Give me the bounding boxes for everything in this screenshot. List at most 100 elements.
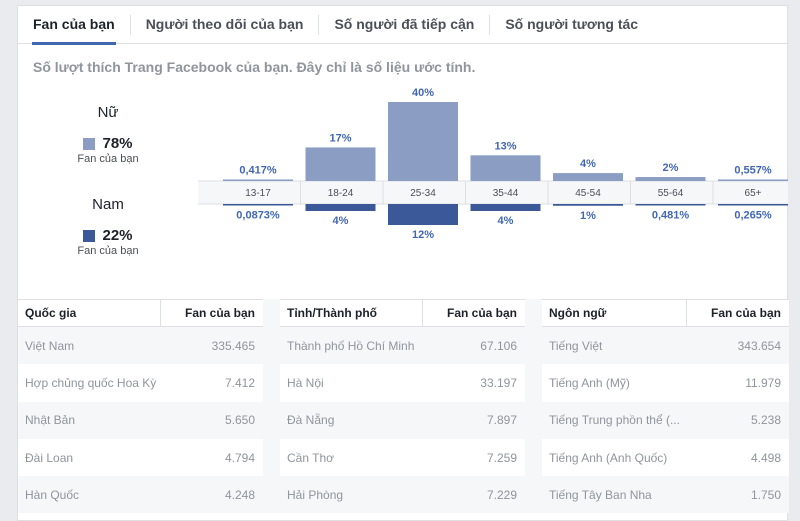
gender-male-percent: 22% [102, 227, 133, 244]
row-value: 33.197 [480, 375, 517, 390]
female-bar [223, 179, 293, 181]
female-bar-label: 0,557% [734, 165, 772, 177]
row-name: Cần Thơ [287, 450, 335, 465]
column-header-name[interactable]: Tỉnh/Thành phố [280, 300, 423, 326]
table-gap [263, 299, 280, 514]
male-bar-label: 4% [333, 215, 349, 227]
tab-divider [489, 14, 491, 35]
row-name: Hàn Quốc [25, 487, 80, 502]
table-row: Tiếng Trung phồn thể (... 5.238 [542, 401, 789, 439]
breakdown-table: Quốc gia Fan của bạn Việt Nam 335.465 Hợp ch… [18, 299, 263, 514]
table-row: Nhật Bản 5.650 [18, 401, 263, 439]
table-header: Tỉnh/Thành phố Fan của bạn [280, 299, 525, 327]
fans-panel: Fan của bạn Người theo dõi của bạn Số ng… [17, 5, 789, 521]
row-name: Tiếng Tây Ban Nha [549, 487, 652, 502]
row-name: Tiếng Việt [549, 338, 603, 353]
gender-male-caption: Fan của bạn [77, 245, 139, 257]
gender-female-label: Nữ [97, 104, 119, 121]
column-header-fans[interactable]: Fan của bạn [184, 306, 255, 320]
table-row: Tiếng Tây Ban Nha 1.750 [542, 476, 789, 514]
row-value: 7.229 [486, 487, 517, 502]
table-row: Tiếng Anh (Mỹ) 11.979 [542, 364, 789, 401]
tab-your-fans[interactable]: Fan của bạn [18, 6, 130, 45]
breakdown-tables: Quốc gia Fan của bạn Việt Nam 335.465 Hợp ch… [18, 299, 789, 514]
column-header-name[interactable]: Quốc gia [18, 300, 161, 326]
table-row: Hà Nội 33.197 [280, 364, 525, 401]
female-bar [388, 102, 458, 181]
row-name: Tiếng Anh (Mỹ) [549, 375, 630, 390]
table-body: Việt Nam 335.465 Hợp chủng quốc Hoa Kỳ 7.41… [18, 327, 263, 514]
row-value: 7.412 [224, 375, 255, 390]
table-row: Việt Nam 335.465 [18, 327, 263, 365]
male-bar [553, 204, 623, 206]
row-name: Thành phố Hồ Chí Minh [287, 338, 415, 353]
row-name: Nhật Bản [25, 413, 76, 428]
gender-female: Nữ 78% Fan của bạn [48, 104, 168, 165]
table-body: Thành phố Hồ Chí Minh 67.106 Hà Nội 33.197 Đ… [280, 327, 525, 514]
male-bar-label: 0,481% [652, 210, 690, 222]
male-swatch [83, 229, 96, 242]
tab-divider [318, 14, 320, 35]
row-name: Đà Nẵng [287, 413, 335, 428]
column-header-fans[interactable]: Fan của bạn [710, 306, 781, 320]
age-axis-band [198, 181, 788, 204]
table-row: Thành phố Hồ Chí Minh 67.106 [280, 327, 525, 365]
male-bar-label: 0,265% [734, 210, 772, 222]
row-value: 1.750 [750, 487, 781, 502]
tab-divider [129, 14, 131, 35]
page-subtitle: Số lượt thích Trang Facebook của bạn. Đâ… [33, 59, 476, 75]
row-value: 4.248 [224, 487, 255, 502]
female-bar [718, 179, 788, 181]
row-value: 11.979 [745, 375, 781, 390]
female-bar-label: 17% [329, 132, 351, 144]
female-swatch [83, 137, 96, 150]
tab-your-followers[interactable]: Người theo dõi của bạn [145, 15, 304, 32]
column-header-fans[interactable]: Fan của bạn [446, 306, 517, 320]
row-name: Việt Nam [25, 338, 75, 353]
row-value: 7.259 [486, 450, 517, 465]
male-bar-label: 0,0873% [236, 210, 280, 222]
female-bar-label: 0,417% [239, 165, 277, 177]
table-row: Hải Phòng 7.229 [280, 476, 525, 514]
row-value: 335.465 [211, 338, 255, 353]
table-row: Cần Thơ 7.259 [280, 439, 525, 476]
row-name: Tiếng Trung phồn thể (... [549, 413, 680, 428]
male-bar [305, 204, 376, 211]
gender-female-percent: 78% [102, 135, 133, 152]
tab-people-reached[interactable]: Số người đã tiếp cận [334, 15, 475, 32]
table-row: Đài Loan 4.794 [18, 439, 263, 476]
row-value: 4.498 [750, 450, 781, 465]
age-tick-label: 45-54 [575, 188, 601, 199]
table-row: Hợp chủng quốc Hoa Kỳ 7.412 [18, 364, 263, 401]
row-name: Hà Nội [287, 375, 324, 390]
gender-female-caption: Fan của bạn [77, 153, 139, 165]
row-name: Tiếng Anh (Anh Quốc) [549, 450, 668, 465]
tab-bar: Fan của bạn Người theo dõi của bạn Số ng… [18, 6, 787, 45]
age-tick-label: 55-64 [658, 188, 684, 199]
table-row: Tiếng Việt 343.654 [542, 327, 789, 365]
age-tick-label: 65+ [745, 188, 762, 199]
gender-male: Nam 22% Fan của bạn [48, 196, 168, 257]
male-bar [388, 204, 458, 225]
table-gap [525, 299, 542, 514]
female-bar-label: 2% [663, 162, 679, 174]
table-header: Ngôn ngữ Fan của bạn [542, 299, 789, 327]
male-bar [635, 204, 706, 206]
table-row: Tiếng Anh (Anh Quốc) 4.498 [542, 439, 789, 476]
table-row: Đà Nẵng 7.897 [280, 401, 525, 439]
age-tick-label: 18-24 [328, 188, 354, 199]
female-bar-label: 4% [580, 158, 596, 170]
male-bar [718, 204, 788, 206]
breakdown-table: Tỉnh/Thành phố Fan của bạn Thành phố Hồ Ch… [280, 299, 525, 514]
row-name: Hải Phòng [287, 487, 344, 502]
male-bar-label: 4% [498, 215, 514, 227]
row-value: 7.897 [486, 413, 517, 428]
row-name: Hợp chủng quốc Hoa Kỳ [25, 375, 157, 390]
age-gender-chart: 13-17 0,417% 0,0873% 18-24 17% 4% 25-34 40% 12% 3… [198, 87, 788, 241]
female-bar [470, 155, 541, 181]
age-tick-label: 25-34 [410, 188, 436, 199]
row-value: 5.238 [750, 413, 781, 428]
tab-people-engaged[interactable]: Số người tương tác [505, 15, 639, 32]
column-header-name[interactable]: Ngôn ngữ [542, 300, 687, 326]
age-tick-label: 13-17 [245, 188, 271, 199]
